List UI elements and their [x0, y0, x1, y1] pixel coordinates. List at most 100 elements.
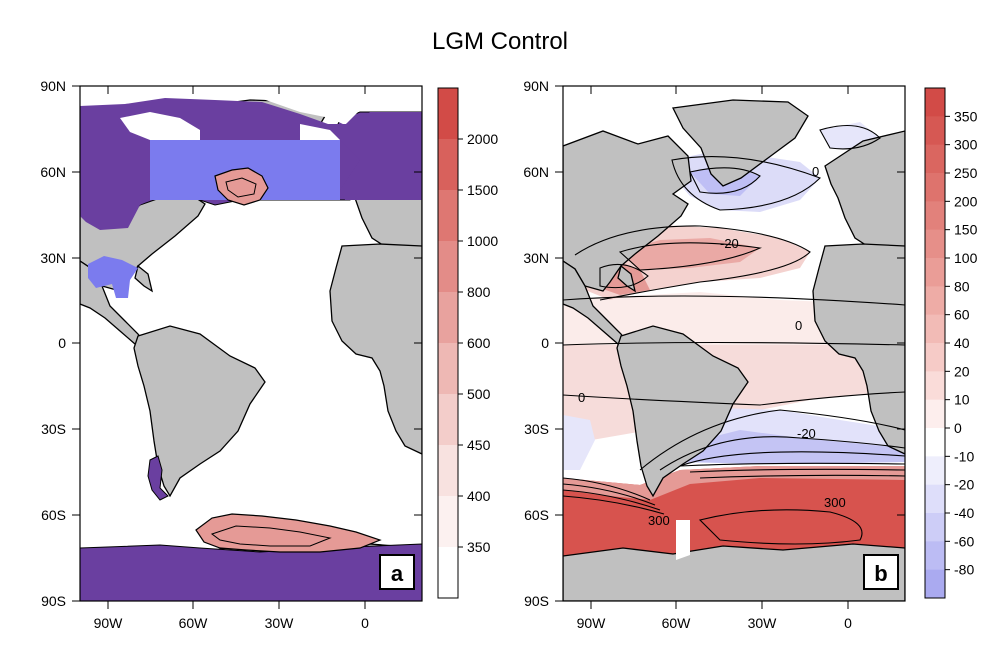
- panel-b-lat-label: 60N: [523, 164, 549, 180]
- panel-a-lon-label: 90W: [94, 615, 124, 631]
- panel-a-colorbar-label: 350: [467, 539, 491, 555]
- panel-b-colorbar-label: -20: [954, 477, 974, 493]
- panel-b-colorbar-label: 80: [954, 278, 970, 294]
- panel-a-colorbar-swatch: [438, 496, 458, 548]
- panel-b-contour-label: 0: [578, 390, 585, 405]
- panel-a-lon-ticks: [107, 86, 366, 609]
- panel-b-colorbar-swatch: [925, 569, 945, 599]
- panel-b-colorbar-swatch: [925, 513, 945, 542]
- panel-b-colorbar-swatch: [925, 343, 945, 372]
- panel-b-colorbar-label: 150: [954, 222, 978, 238]
- panel-a-colorbar-swatch: [438, 241, 458, 293]
- panel-a-lat-label: 60N: [40, 164, 66, 180]
- panel-b-colorbar-swatch: [925, 399, 945, 429]
- panel-b-colorbar-label: 300: [954, 137, 978, 153]
- panel-b-colorbar-swatch: [925, 229, 945, 259]
- panel-b-colorbar-label: -40: [954, 505, 974, 521]
- panel-b: -20 0 0 0 -20 300 300 90N 60N 30N 0 30S …: [523, 78, 906, 631]
- panel-a-lat-label: 30S: [41, 421, 66, 437]
- panel-a-lat-ticks: [72, 85, 422, 602]
- panel-a-lat-label: 90N: [40, 78, 66, 94]
- panel-b-colorbar-swatch: [925, 173, 945, 202]
- panel-a-colorbar-swatch: [438, 88, 458, 140]
- panel-b-colorbar-label: -80: [954, 562, 974, 578]
- panel-b-colorbar-label: 0: [954, 420, 962, 436]
- panel-b-lat-label: 30S: [524, 421, 549, 437]
- panel-b-contours: [563, 125, 905, 545]
- panel-b-colorbar-label: -60: [954, 533, 974, 549]
- panel-a-label: a: [391, 561, 404, 586]
- panel-b-colorbar: 35030025020015010080604020100-10-20-40-6…: [924, 87, 978, 599]
- panel-b-contour-label: -20: [797, 426, 816, 441]
- panel-b-lat-ticks: [555, 85, 905, 602]
- panel-a-lat-label: 0: [58, 335, 66, 351]
- panel-a-colorbar-label: 500: [467, 386, 491, 402]
- panel-b-colorbar-label: 350: [954, 108, 978, 124]
- panel-a-colorbar-label: 2000: [467, 131, 498, 147]
- figure-title: LGM Control: [431, 28, 569, 55]
- panel-a-lat-label: 60S: [41, 507, 66, 523]
- panel-a-antarctic-ice: [195, 513, 382, 553]
- panel-a-colorbar-label: 400: [467, 488, 491, 504]
- panel-b-lat-label: 0: [541, 335, 549, 351]
- panel-b-colorbar-swatch: [925, 144, 945, 174]
- panel-b-colorbar-swatch: [925, 286, 945, 316]
- panel-a-label-box: [379, 554, 415, 590]
- panel-b-colorbar-swatch: [925, 484, 945, 514]
- panel-b-lon-label: 0: [844, 615, 852, 631]
- panel-a-colorbar-label: 450: [467, 437, 491, 453]
- panel-a-colorbar-swatch: [438, 292, 458, 344]
- panel-a-lon-label: 0: [361, 615, 369, 631]
- panel-a-colorbar-swatch: [438, 445, 458, 497]
- panel-b-label: b: [874, 561, 887, 586]
- panel-a-lat-label: 30N: [40, 250, 66, 266]
- panel-b-contour-label: -20: [720, 236, 739, 251]
- panel-b-colorbar-label: 60: [954, 307, 970, 323]
- panel-b-colorbar-swatch: [925, 371, 945, 401]
- panel-b-colorbar-label: -10: [954, 448, 974, 464]
- panel-b-contour-label: 0: [795, 318, 802, 333]
- panel-b-colorbar-label: 40: [954, 335, 970, 351]
- panel-a-colorbar-swatch: [438, 547, 458, 599]
- panel-a-greenland-ice: [214, 167, 269, 206]
- panel-b-lat-label: 30N: [523, 250, 549, 266]
- panel-a-lon-label: 30W: [265, 615, 295, 631]
- panel-b-colorbar-swatch: [925, 258, 945, 287]
- panel-a-colorbar-label: 600: [467, 335, 491, 351]
- panel-a-lon-label: 60W: [179, 615, 209, 631]
- panel-b-colorbar-label: 100: [954, 250, 978, 266]
- panel-b-lon-label: 60W: [662, 615, 692, 631]
- panel-a-colorbar-label: 1500: [467, 182, 498, 198]
- panel-a-colorbar-label: 800: [467, 284, 491, 300]
- panel-a-colorbar-label: 1000: [467, 233, 498, 249]
- panel-b-contour-label: 300: [824, 495, 846, 510]
- panel-a-colorbar-swatch: [438, 394, 458, 446]
- panel-b-lat-label: 90N: [523, 78, 549, 94]
- panel-b-colorbar-swatch: [925, 541, 945, 571]
- panel-b-lat-label: 60S: [524, 507, 549, 523]
- panel-a-south-ice: [80, 543, 422, 601]
- panel-b-colorbar-label: 10: [954, 392, 970, 408]
- panel-a-colorbar-swatch: [438, 343, 458, 395]
- panel-b-label-box: [863, 554, 899, 590]
- panel-b-lon-label: 90W: [577, 615, 607, 631]
- panel-a-colorbar-swatch: [438, 190, 458, 242]
- panel-b-colorbar-swatch: [925, 428, 945, 457]
- panel-b-colorbar-swatch: [925, 314, 945, 344]
- panel-b-contour-label: 0: [812, 164, 819, 179]
- panel-b-lon-label: 30W: [748, 615, 778, 631]
- panel-b-lon-ticks: [590, 86, 849, 609]
- panel-b-colorbar-label: 200: [954, 193, 978, 209]
- panel-b-colorbar-swatch: [925, 88, 945, 117]
- panel-b-colorbar-swatch: [925, 201, 945, 231]
- panel-b-colorbar-swatch: [925, 456, 945, 486]
- panel-a-gulf-patch: [88, 256, 138, 298]
- panel-a-colorbar: 2000 1500 1000 800 600 500 450 400 350: [437, 87, 498, 599]
- panel-b-lat-label: 90S: [524, 593, 549, 609]
- panel-b-colorbar-label: 20: [954, 363, 970, 379]
- panel-b-contour-label: 300: [648, 513, 670, 528]
- panel-a: 90N 60N 30N 0 30S 60S 90S 90W 60W 30W 0 …: [40, 78, 423, 631]
- panel-a-colorbar-swatch: [438, 139, 458, 191]
- panel-a-lat-label: 90S: [41, 593, 66, 609]
